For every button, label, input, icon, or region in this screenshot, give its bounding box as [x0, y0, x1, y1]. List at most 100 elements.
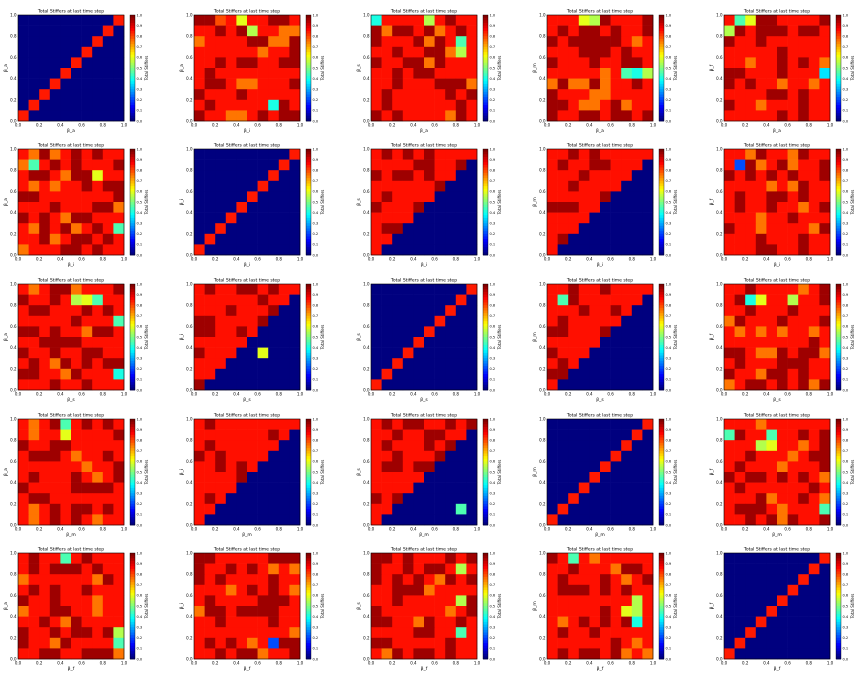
colorbar-tick-label: 0.6	[843, 56, 849, 60]
heatmap-cell	[18, 46, 29, 58]
heatmap-cell	[381, 616, 393, 628]
colorbar-segment	[483, 563, 488, 567]
y-tick-label: 0.6	[186, 324, 193, 329]
heatmap-cell	[60, 202, 72, 213]
heatmap-cell	[194, 223, 205, 235]
y-tick-label: 0.2	[716, 231, 723, 236]
colorbar-segment	[836, 555, 841, 559]
heatmap-cell	[413, 493, 425, 505]
heatmap-cell	[381, 15, 393, 26]
colorbar-segment	[483, 302, 488, 306]
colorbar-tick-label: 0.7	[490, 583, 496, 587]
heatmap-cell	[392, 606, 404, 617]
colorbar-segment	[306, 286, 311, 290]
colorbar-label: Total Stiffers	[144, 190, 149, 216]
heatmap-cell	[289, 25, 301, 37]
heatmap-cell	[434, 233, 446, 245]
heatmap-cell	[392, 563, 404, 575]
heatmap-cell	[424, 461, 435, 473]
colorbar-tick-label: 0.4	[490, 211, 496, 215]
heatmap-cell	[466, 25, 478, 37]
heatmap-cell	[578, 627, 590, 639]
colorbar-tick-label: 0.1	[490, 647, 496, 651]
heatmap-cell	[257, 89, 269, 101]
heatmap-cell	[81, 326, 93, 338]
colorbar-segment	[836, 164, 841, 168]
heatmap-cell	[589, 89, 601, 101]
heatmap-cell	[371, 99, 382, 111]
colorbar-segment	[659, 225, 664, 229]
colorbar-tick-label: 0.8	[666, 169, 672, 173]
heatmap-cell	[18, 563, 29, 575]
colorbar-tick-label: 0.6	[490, 325, 496, 329]
heatmap-cell	[547, 170, 558, 182]
colorbar-segment	[659, 363, 664, 367]
heatmap-cell	[278, 637, 290, 649]
colorbar-tick-label: 0.1	[490, 513, 496, 517]
colorbar-tick-label: 0.1	[490, 378, 496, 382]
colorbar-segment	[483, 284, 488, 288]
x-tick-label: 0.8	[453, 527, 460, 532]
colorbar-segment	[836, 294, 841, 298]
x-axis-label: β_f	[244, 666, 251, 672]
colorbar-tick-label: 0.3	[490, 357, 496, 361]
colorbar-segment	[130, 194, 135, 198]
colorbar-segment	[659, 376, 664, 380]
colorbar-segment	[306, 78, 311, 82]
heatmap-cell	[102, 15, 114, 26]
heatmap-cell	[413, 440, 425, 452]
x-tick-label: 1.0	[827, 123, 834, 128]
x-tick-label: 0.4	[410, 257, 417, 262]
colorbar-tick-label: 0.2	[666, 367, 672, 371]
heatmap-cell	[734, 57, 746, 69]
heatmap-cell	[268, 637, 280, 649]
colorbar-segment	[306, 334, 311, 338]
colorbar-segment	[130, 482, 135, 486]
colorbar-tick-label: 0.4	[490, 346, 496, 350]
heatmap-cell	[371, 326, 382, 338]
colorbar-segment	[659, 485, 664, 489]
colorbar-segment	[130, 342, 135, 346]
heatmap-cell	[92, 212, 104, 224]
heatmap-cell	[787, 78, 799, 90]
plot-frame	[370, 283, 478, 391]
heatmap-cell	[60, 606, 72, 617]
heatmap-cell	[578, 159, 590, 171]
heatmap-cell	[766, 57, 778, 69]
colorbar-segment	[306, 167, 311, 171]
colorbar-segment	[130, 159, 135, 163]
heatmap-cell	[204, 212, 216, 224]
colorbar-segment	[836, 440, 841, 444]
heatmap-cell	[610, 89, 622, 101]
heatmap-cell	[81, 616, 93, 628]
colorbar-segment	[836, 616, 841, 620]
panel-title: Total Stiffers at last time step	[213, 278, 280, 284]
heatmap-cell	[413, 25, 425, 37]
heatmap-cell	[745, 284, 757, 295]
colorbar-tick-label: 0.9	[137, 293, 143, 297]
heatmap-cell	[28, 616, 40, 628]
heatmap-cell	[49, 180, 61, 192]
heatmap-cell	[631, 99, 643, 111]
heatmap-cell	[49, 514, 61, 526]
heatmap-cell	[81, 553, 93, 564]
heatmap-cell	[455, 159, 467, 171]
heatmap-cell	[289, 212, 301, 224]
colorbar-segment	[130, 52, 135, 56]
colorbar-segment	[306, 326, 311, 330]
heatmap-cell	[392, 36, 404, 48]
heatmap-cell	[734, 347, 746, 359]
colorbar-segment	[836, 17, 841, 21]
y-tick-label: 0.0	[716, 388, 723, 393]
colorbar-segment	[836, 331, 841, 335]
heatmap-cell	[589, 78, 601, 90]
heatmap-cell	[808, 503, 820, 515]
x-tick-label: 1.0	[474, 661, 481, 666]
colorbar-segment	[306, 479, 311, 483]
heatmap-cell	[755, 68, 767, 79]
heatmap-cell	[434, 358, 446, 370]
colorbar-segment	[306, 233, 311, 237]
heatmap-cell	[455, 379, 467, 391]
y-tick-label: 0.2	[10, 635, 17, 640]
